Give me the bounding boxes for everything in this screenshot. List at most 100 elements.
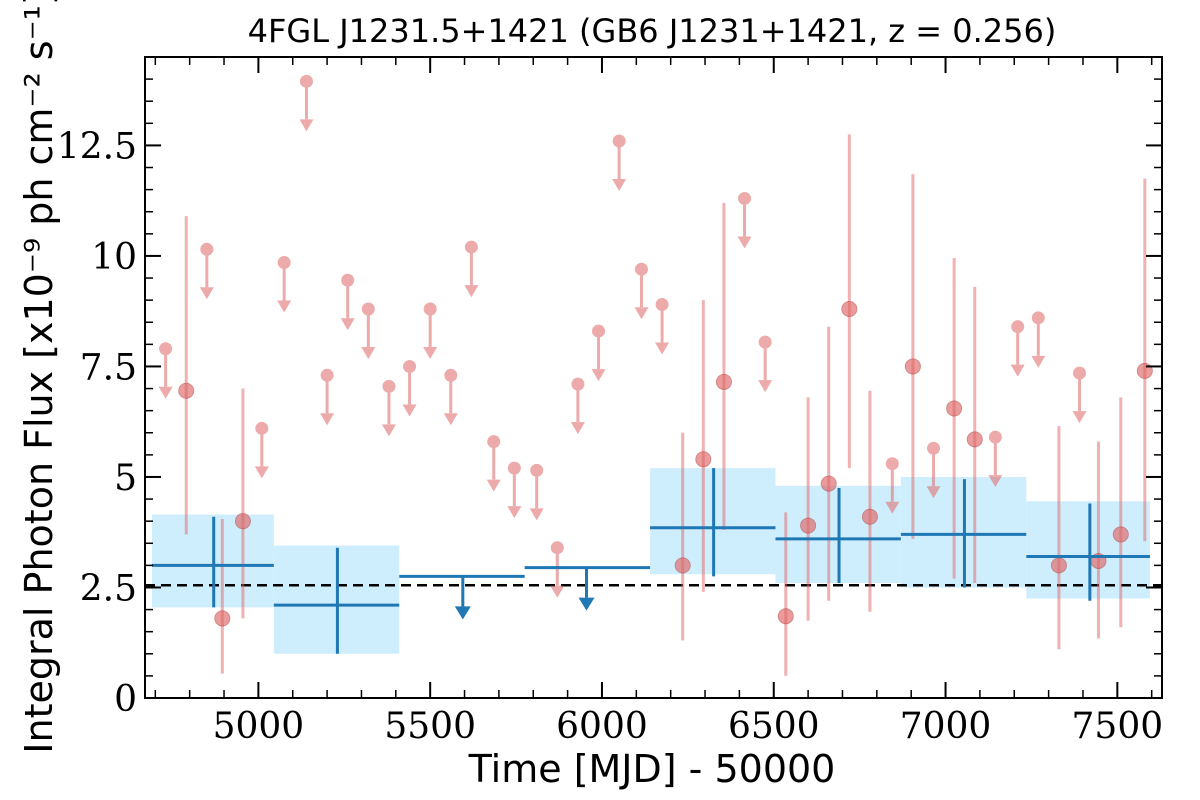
short-upper-limit: [361, 302, 376, 359]
upper-limit-marker: [320, 368, 334, 382]
upper-limit-arrow: [578, 597, 595, 611]
short-detection: [1112, 397, 1129, 628]
short-upper-limit: [612, 134, 627, 191]
short-upper-limit: [277, 256, 292, 313]
upper-limit-marker: [634, 262, 648, 276]
y-tick-label: 2.5: [80, 568, 137, 609]
short-upper-limit: [1031, 311, 1046, 368]
upper-limit-arrow: [612, 178, 627, 191]
upper-limit-arrow: [486, 479, 501, 492]
upper-limit-arrow: [634, 307, 649, 320]
upper-limit-arrow: [737, 236, 752, 249]
short-upper-limit: [299, 74, 314, 132]
upper-limit-marker: [738, 191, 752, 205]
y-axis-label: Integral Photon Flux [x10⁻⁹ ph cm⁻² s⁻¹]: [17, 0, 61, 754]
short-upper-limit: [443, 368, 458, 426]
upper-limit-arrow: [885, 501, 900, 514]
upper-limit-arrow: [655, 342, 670, 355]
short-upper-limit: [529, 463, 544, 521]
short-upper-limit: [737, 191, 752, 249]
short-upper-limit: [158, 342, 173, 399]
short-detection: [861, 390, 878, 612]
short-upper-limit: [340, 273, 355, 331]
short-upper-limit: [885, 457, 900, 514]
short-detection: [946, 258, 963, 579]
short-upper-limit: [655, 298, 670, 355]
upper-limit-marker: [758, 335, 772, 349]
short-upper-limit: [988, 430, 1003, 488]
long-detection: [650, 468, 776, 577]
data-point: [1112, 526, 1129, 543]
upper-limit-marker: [361, 302, 375, 316]
upper-limit-marker: [464, 240, 478, 254]
upper-limit-arrow: [361, 346, 376, 359]
short-detection: [904, 174, 921, 539]
short-upper-limit: [423, 302, 438, 359]
long-detection: [1026, 503, 1150, 601]
x-tick-label: 5500: [384, 706, 476, 747]
upper-limit-arrow: [402, 404, 417, 417]
short-upper-limit: [199, 242, 214, 300]
upper-limit-arrow: [277, 300, 292, 313]
data-point: [178, 382, 195, 399]
upper-limit-arrow: [1072, 411, 1087, 424]
upper-limit-marker: [487, 435, 501, 449]
y-tick-label: 0: [114, 679, 137, 720]
short-detection: [715, 202, 732, 531]
upper-limit-arrow: [507, 506, 522, 519]
upper-limit-arrow: [464, 285, 479, 298]
short-detection: [695, 300, 712, 592]
short-upper-limit: [550, 541, 565, 598]
long-detection: [900, 479, 1027, 588]
long-detection: [273, 547, 400, 654]
data-point: [841, 300, 858, 317]
upper-limit-marker: [550, 541, 564, 555]
data-point: [695, 451, 712, 468]
short-detection: [234, 388, 251, 619]
data-point: [946, 400, 963, 417]
short-detection: [800, 397, 817, 621]
upper-limit-marker: [423, 302, 437, 316]
y-tick-label: 10: [91, 237, 137, 278]
x-tick-label: 6000: [556, 706, 648, 747]
upper-limit-arrow: [926, 486, 941, 499]
data-point: [800, 517, 817, 534]
upper-limit-marker: [1031, 311, 1045, 325]
upper-limit-marker: [571, 377, 585, 391]
short-upper-limit: [464, 240, 479, 298]
long-upper-limit: [524, 566, 651, 611]
short-upper-limit: [1072, 366, 1087, 424]
x-axis-label: Time [MJD] - 50000: [468, 747, 836, 791]
upper-limit-marker: [341, 273, 355, 287]
data-point: [904, 358, 921, 375]
short-upper-limit: [381, 379, 396, 437]
long-upper-limit: [399, 574, 525, 620]
upper-limit-arrow: [254, 466, 269, 479]
upper-limit-arrow: [1031, 355, 1046, 368]
upper-limit-arrow: [550, 585, 565, 598]
short-upper-limit: [507, 461, 522, 519]
short-detection: [1050, 426, 1067, 650]
short-upper-limit: [402, 359, 417, 417]
long-bin-band: [1026, 501, 1150, 599]
upper-limit-arrow: [570, 422, 585, 435]
short-detection: [214, 518, 231, 674]
short-upper-limit: [254, 421, 269, 479]
short-detection: [820, 326, 837, 601]
data-point: [820, 475, 837, 492]
upper-limit-marker: [1011, 320, 1025, 334]
short-upper-limit: [320, 368, 335, 426]
upper-limit-arrow: [423, 346, 438, 359]
upper-limit-marker: [1073, 366, 1087, 380]
short-detection: [674, 432, 691, 641]
upper-limit-marker: [530, 463, 544, 477]
upper-limit-arrow: [340, 318, 355, 331]
data-point: [214, 610, 231, 627]
long-detection: [775, 488, 901, 584]
upper-limit-arrow: [988, 475, 1003, 488]
x-tick-label: 7500: [1072, 706, 1164, 747]
upper-limit-arrow: [758, 380, 773, 393]
upper-limit-marker: [444, 368, 458, 382]
x-tick-label: 5000: [213, 706, 305, 747]
